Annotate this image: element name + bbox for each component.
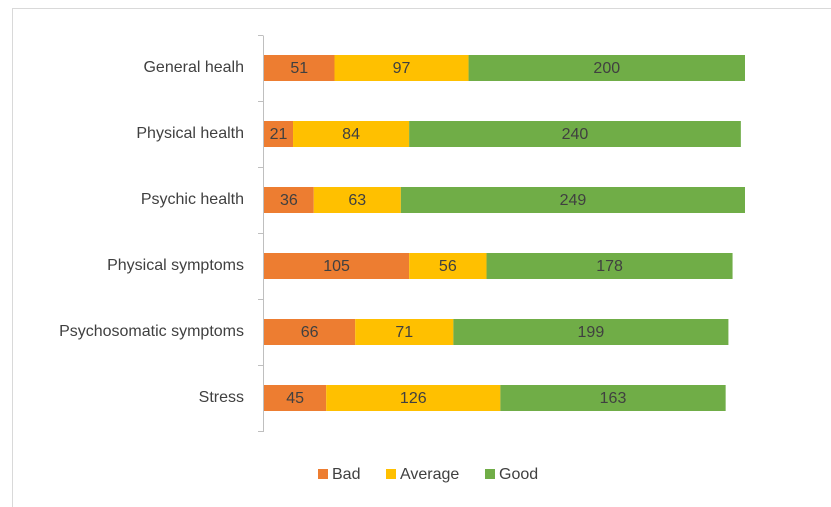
y-tick-label: Psychosomatic symptoms — [59, 323, 244, 340]
bar-segment — [468, 55, 745, 81]
bar-segment — [264, 121, 294, 147]
bar-segment — [409, 253, 487, 279]
data-label: 45 — [286, 390, 304, 407]
data-label: 126 — [400, 390, 427, 407]
data-label: 105 — [323, 258, 350, 275]
bar-segment — [293, 121, 410, 147]
data-label: 163 — [600, 390, 627, 407]
data-label: 63 — [348, 192, 366, 209]
data-label: 71 — [395, 324, 413, 341]
legend-swatch — [485, 469, 495, 479]
bar-segment — [400, 187, 745, 213]
data-label: 240 — [562, 126, 589, 143]
data-label: 199 — [578, 324, 605, 341]
y-tick-label: General healh — [143, 59, 244, 76]
legend-label: Average — [400, 466, 459, 483]
y-tick-label: Psychic health — [141, 191, 244, 208]
data-label: 56 — [439, 258, 457, 275]
bar-segment — [453, 319, 729, 345]
bar-segment — [486, 253, 733, 279]
data-label: 249 — [560, 192, 587, 209]
bar-segment — [313, 187, 401, 213]
legend-swatch — [386, 469, 396, 479]
bar-segment — [264, 187, 314, 213]
data-label: 51 — [290, 60, 308, 77]
bar-segment — [334, 55, 469, 81]
data-label: 97 — [393, 60, 411, 77]
bar-segment — [500, 385, 726, 411]
data-label: 66 — [301, 324, 319, 341]
bar-segment — [264, 385, 327, 411]
y-tick-label: Stress — [199, 389, 244, 406]
data-label: 84 — [342, 126, 360, 143]
legend-label: Good — [499, 466, 538, 483]
bar-segment — [264, 319, 356, 345]
y-tick-label: Physical symptoms — [107, 257, 244, 274]
y-tick-label: Physical health — [136, 125, 244, 142]
legend-swatch — [318, 469, 328, 479]
bar-segment — [326, 385, 501, 411]
bar-segment — [264, 55, 335, 81]
chart-frame — [12, 8, 831, 507]
data-label: 21 — [270, 126, 288, 143]
bar-segment — [409, 121, 741, 147]
data-label: 178 — [596, 258, 623, 275]
data-label: 36 — [280, 192, 298, 209]
data-label: 200 — [593, 60, 620, 77]
bar-segment — [355, 319, 454, 345]
legend-label: Bad — [332, 466, 360, 483]
bar-segment — [264, 253, 410, 279]
